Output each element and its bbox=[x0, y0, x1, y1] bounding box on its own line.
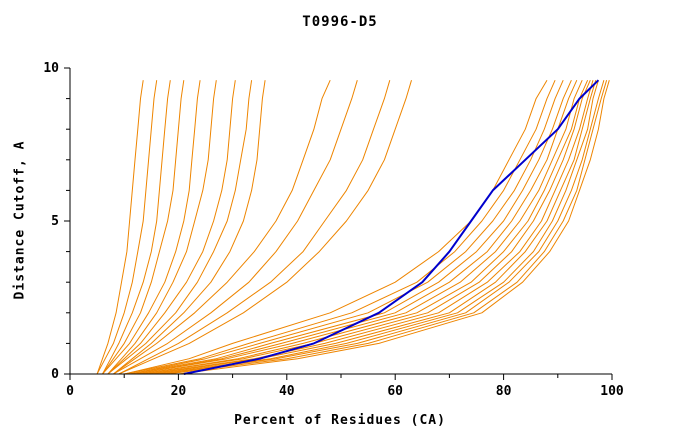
model-curve bbox=[151, 80, 597, 375]
model-curve bbox=[107, 80, 236, 375]
tick-label: 40 bbox=[279, 384, 295, 399]
model-curve bbox=[96, 80, 144, 375]
tick-label: 10 bbox=[43, 61, 59, 76]
model-curve bbox=[107, 80, 253, 375]
model-curve bbox=[107, 80, 217, 375]
model-curve bbox=[118, 80, 412, 375]
model-curve bbox=[118, 80, 391, 375]
tick-label: 0 bbox=[51, 367, 59, 382]
model-curve bbox=[162, 80, 605, 375]
model-curve bbox=[129, 79, 564, 375]
chart-title: T0996-D5 bbox=[302, 14, 378, 30]
y-axis-label: Distance Cutoff, A bbox=[12, 140, 28, 300]
model-curve bbox=[156, 80, 599, 375]
model-curve bbox=[102, 80, 185, 375]
model-curve bbox=[145, 80, 594, 375]
model-curve bbox=[129, 79, 572, 375]
tick-label: 0 bbox=[66, 384, 74, 399]
tick-label: 80 bbox=[496, 384, 512, 399]
model-curve bbox=[113, 80, 266, 375]
model-curve bbox=[124, 79, 548, 375]
tick-label: 100 bbox=[600, 384, 624, 399]
model-curve bbox=[96, 80, 158, 375]
model-curve bbox=[102, 80, 201, 375]
model-curve bbox=[124, 79, 556, 375]
tick-label: 20 bbox=[171, 384, 187, 399]
model-curve bbox=[134, 79, 578, 375]
model-curve bbox=[113, 79, 331, 375]
model-curve bbox=[134, 79, 583, 375]
model-curve bbox=[102, 80, 171, 375]
reference-curve bbox=[183, 79, 600, 375]
tick-label: 60 bbox=[387, 384, 403, 399]
x-axis-label: Percent of Residues (CA) bbox=[234, 413, 446, 428]
tick-label: 5 bbox=[51, 214, 59, 229]
model-curve bbox=[167, 80, 608, 375]
model-curve bbox=[113, 80, 358, 375]
model-curve bbox=[140, 79, 589, 375]
model-curve bbox=[178, 80, 610, 375]
